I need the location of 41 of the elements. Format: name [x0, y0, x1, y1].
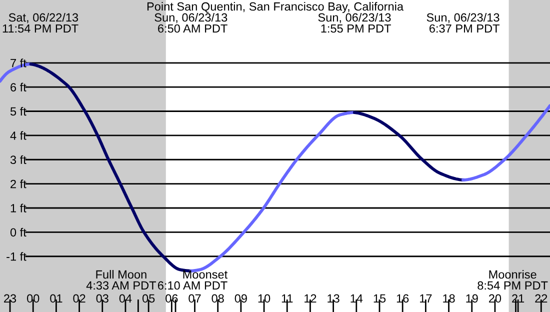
x-tick-label: 12	[304, 294, 316, 302]
x-tick-label: 19	[466, 294, 478, 303]
y-tick-label: 6 ft	[10, 82, 26, 92]
y-tick-label: 2 ft	[10, 180, 26, 188]
x-tick-label: 21	[512, 294, 524, 302]
x-tick-label: 07	[188, 294, 201, 303]
x-tick-label: 17	[420, 294, 432, 302]
x-tick-label: 15	[374, 294, 386, 303]
x-tick-label: 04	[119, 294, 132, 303]
x-tick-label: 05	[142, 294, 155, 303]
annotation: Moonset 6:10 AM PDT	[158, 270, 228, 290]
y-tick-label: 7 ft	[10, 58, 26, 68]
x-tick-label: 03	[96, 294, 108, 303]
annotation: Moonrise 8:54 PM PDT	[478, 270, 548, 290]
chart-title: Point San Quentin, San Francisco Bay, California	[147, 2, 404, 14]
x-tick-label: 20	[488, 294, 502, 303]
x-tick-label: 08	[212, 294, 224, 303]
annotation: Sun, 06/23/13 1:55 PM PDT	[318, 13, 391, 33]
y-tick-label: 4 ft	[10, 131, 26, 140]
x-tick-label: 22	[535, 294, 548, 302]
y-tick-label: 1 ft	[10, 204, 26, 212]
x-tick-label: 14	[350, 294, 363, 302]
x-tick-label: 06	[166, 294, 178, 303]
x-tick-label: 13	[328, 294, 340, 303]
annotation: Sun, 06/23/13 6:50 AM PDT	[154, 13, 228, 33]
y-tick-label: 0 ft	[10, 228, 26, 237]
x-tick-label: 02	[73, 294, 86, 303]
annotation: Sat, 06/22/13 11:54 PM PDT	[2, 13, 78, 33]
x-tick-label: 16	[396, 294, 409, 303]
x-tick-label: 09	[234, 294, 247, 303]
x-tick-label: 18	[443, 294, 455, 303]
annotation: Sun, 06/23/13 6:37 PM PDT	[426, 13, 500, 33]
x-tick-label: 10	[258, 294, 270, 303]
y-tick-label: 5 ft	[10, 106, 26, 116]
annotation: Full Moon 4:33 AM PDT	[86, 270, 156, 290]
x-tick-label: 11	[282, 294, 293, 302]
x-tick-label: 23	[4, 294, 16, 303]
x-tick-label: 01	[50, 294, 62, 303]
x-tick-label: 00	[26, 294, 40, 303]
y-tick-label: 3 ft	[10, 155, 26, 164]
y-tick-label: -1 ft	[6, 252, 26, 261]
